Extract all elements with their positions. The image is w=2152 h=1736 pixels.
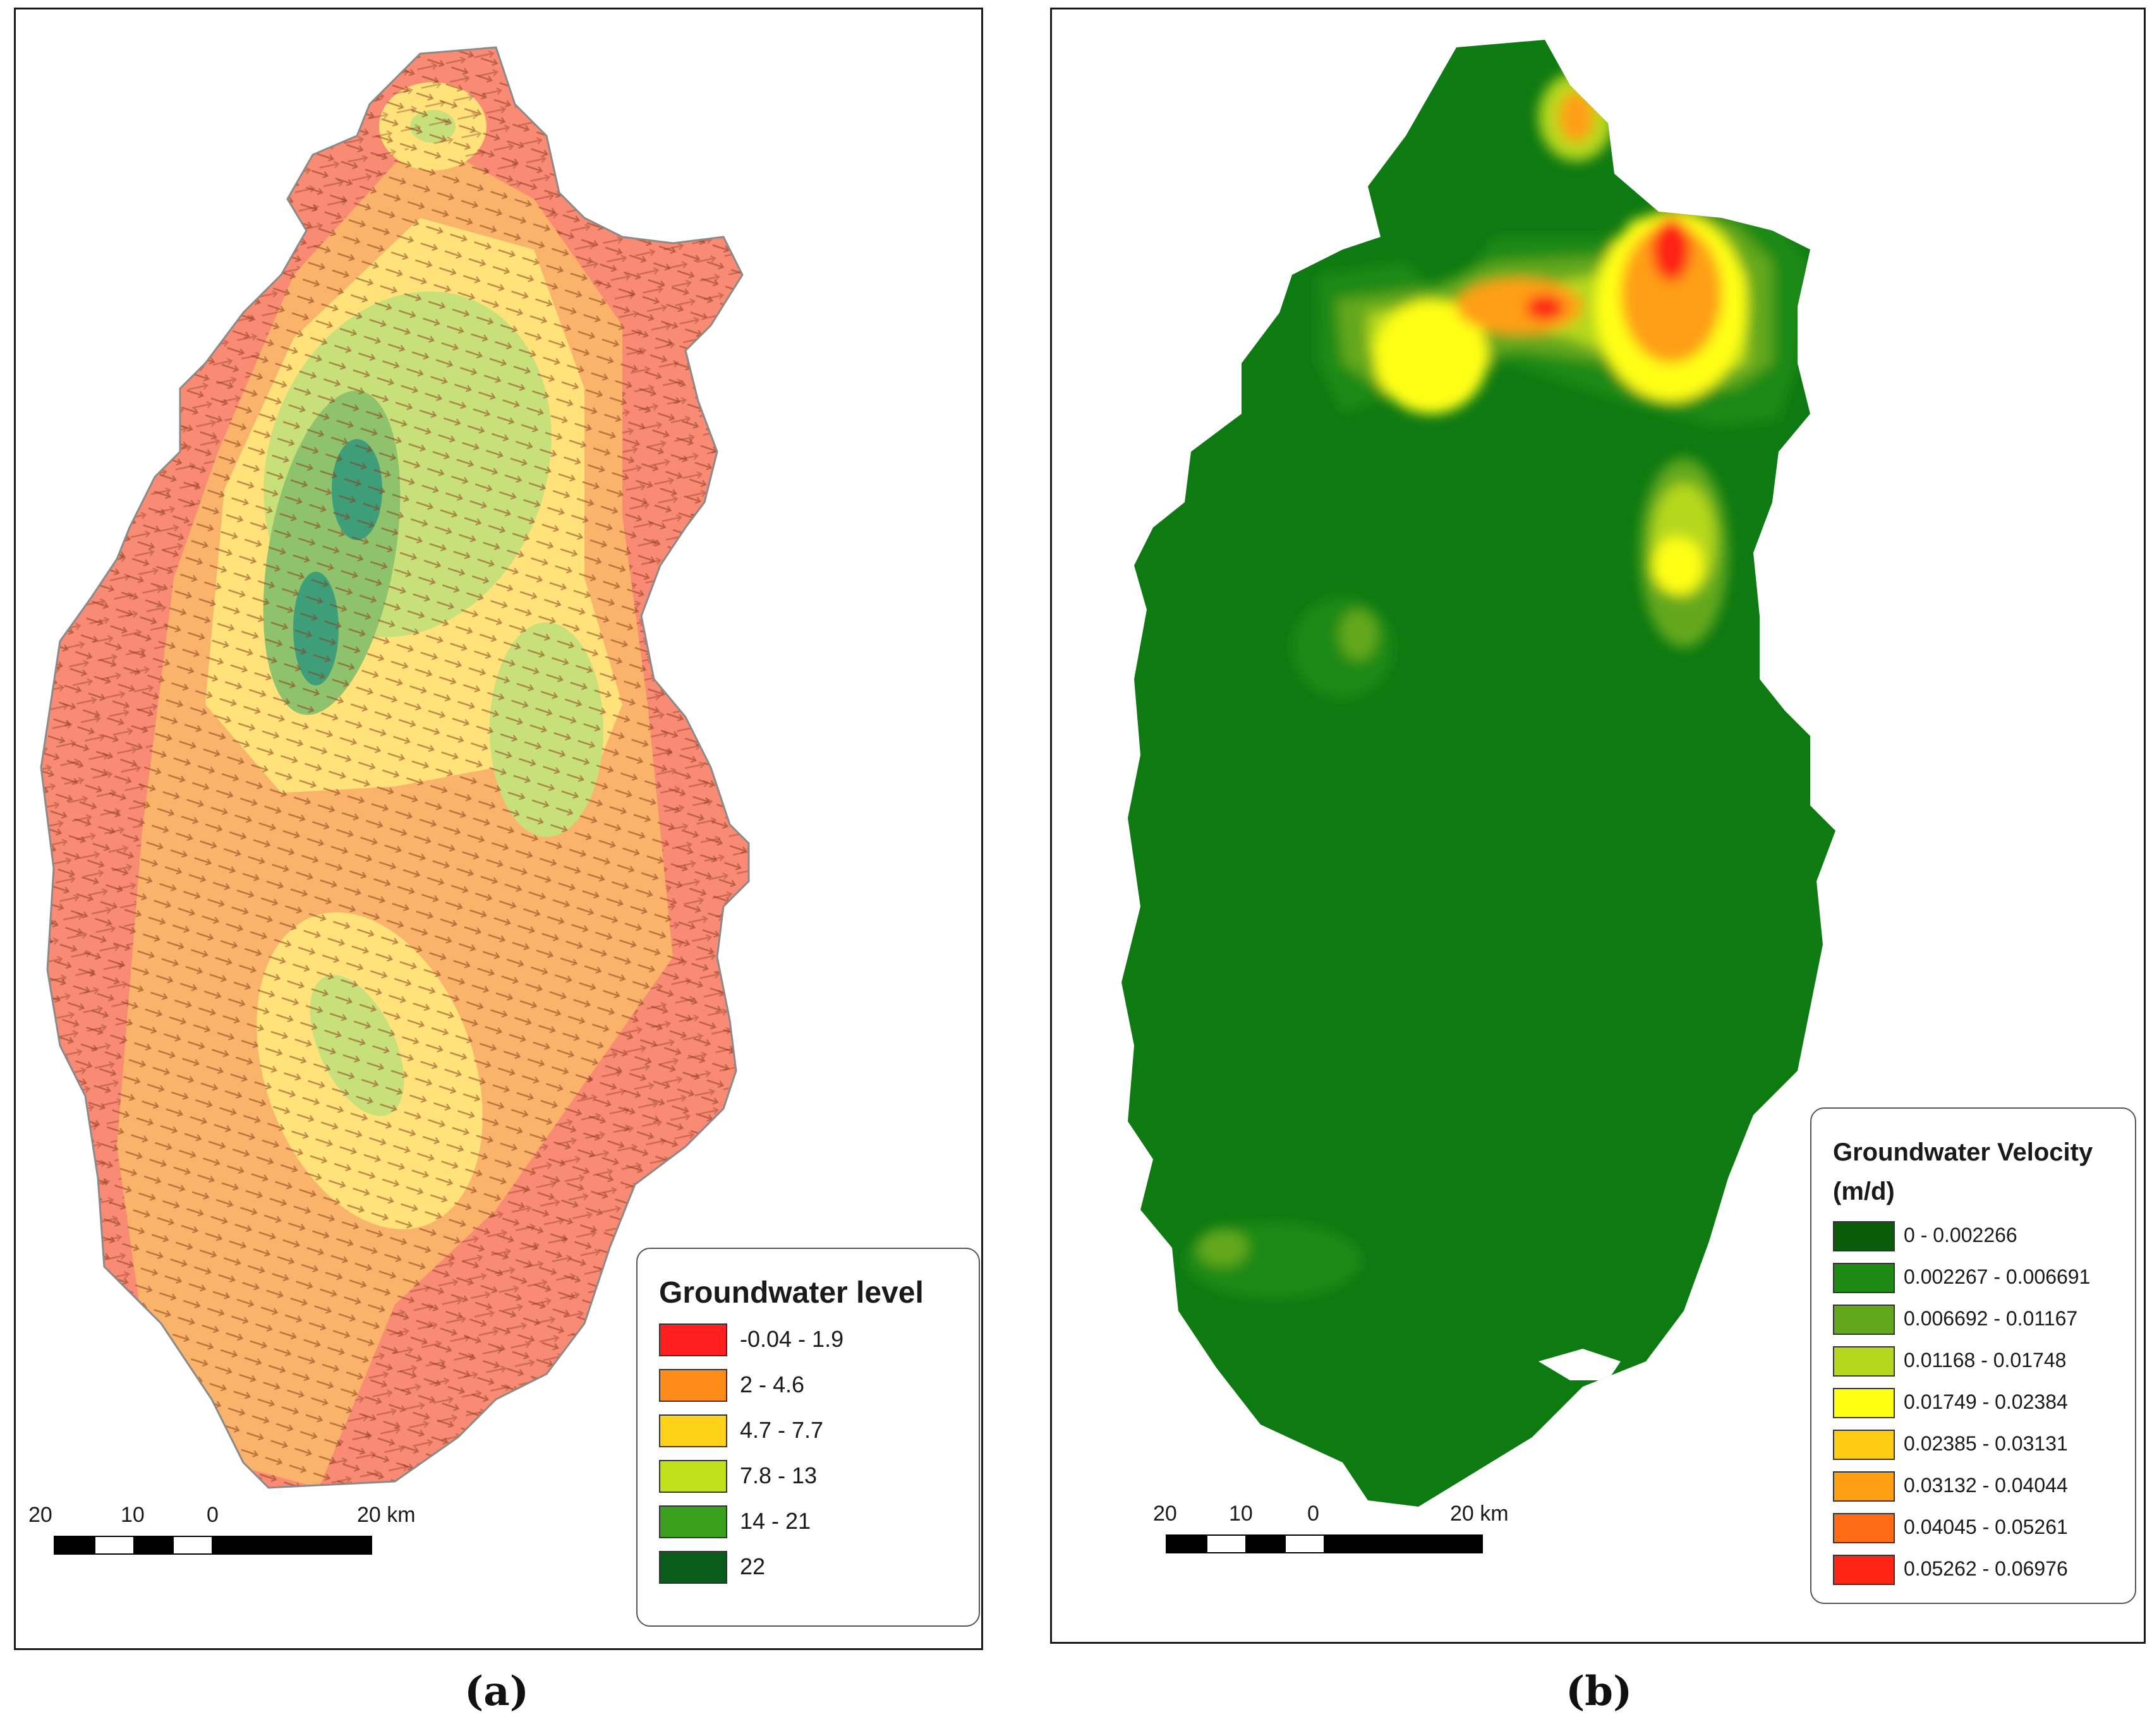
scale-label-20-left: 20 — [1153, 1502, 1177, 1526]
legend-label: 0 - 0.002266 — [1904, 1224, 2017, 1246]
legend-swatch — [659, 1369, 727, 1402]
scale-label-20-km: 20 km — [1450, 1502, 1509, 1526]
legend-swatch — [1833, 1263, 1895, 1293]
legend-label: 7.8 - 13 — [740, 1462, 818, 1488]
legend-swatch — [1833, 1346, 1895, 1377]
legend-label: 4.7 - 7.7 — [740, 1417, 824, 1443]
panel-a-groundwater-level-map: 20 10 0 20 km Groundwater level -0.04 - … — [14, 8, 983, 1650]
legend-swatch — [659, 1323, 727, 1356]
legend-swatch — [1833, 1221, 1895, 1251]
legend-swatch — [659, 1505, 727, 1538]
legend-swatch — [1833, 1471, 1895, 1502]
scale-track-b — [1166, 1534, 1483, 1553]
legend-label: 2 - 4.6 — [740, 1371, 805, 1397]
legend-title: Groundwater Velocity (m/d) — [1833, 1138, 2093, 1205]
legend-groundwater-velocity: Groundwater Velocity (m/d) 0 - 0.002266 … — [1810, 1107, 2136, 1604]
legend-label: 0.05262 - 0.06976 — [1904, 1557, 2068, 1580]
legend-title: Groundwater level — [659, 1276, 924, 1310]
legend-label: 0.01168 - 0.01748 — [1904, 1349, 2067, 1371]
groundwater-level-map — [40, 46, 750, 1489]
legend-label: -0.04 - 1.9 — [740, 1326, 844, 1352]
legend-label: 0.04045 - 0.05261 — [1904, 1516, 2068, 1538]
scale-track-a — [54, 1536, 372, 1555]
legend-swatch — [1833, 1388, 1895, 1418]
scale-bar-a: 20 10 0 20 km — [28, 1503, 416, 1560]
legend-label: 0.01749 - 0.02384 — [1904, 1390, 2068, 1413]
legend-label: 0.002267 - 0.006691 — [1904, 1265, 2091, 1288]
legend-label: 0.02385 - 0.03131 — [1904, 1432, 2068, 1455]
legend-swatch — [659, 1460, 727, 1493]
scale-label-0: 0 — [1307, 1502, 1319, 1526]
panel-b-groundwater-velocity-map: 20 10 0 20 km Groundwater Velocity (m/d)… — [1050, 8, 2146, 1644]
legend-swatch — [659, 1414, 727, 1447]
legend-swatch — [1833, 1513, 1895, 1543]
caption-a: (a) — [464, 1668, 529, 1715]
scale-label-0: 0 — [207, 1503, 219, 1527]
legend-label: 22 — [740, 1553, 766, 1579]
caption-b: (b) — [1566, 1668, 1633, 1715]
scale-label-10: 10 — [1229, 1502, 1253, 1526]
groundwater-velocity-map — [1121, 40, 1835, 1507]
legend-groundwater-level: Groundwater level -0.04 - 1.9 2 - 4.6 4.… — [636, 1248, 980, 1627]
legend-label: 0.03132 - 0.04044 — [1904, 1474, 2068, 1497]
legend-swatch — [1833, 1430, 1895, 1460]
scale-bar-b: 20 10 0 20 km — [1153, 1502, 1509, 1558]
scale-label-20-km: 20 km — [357, 1503, 416, 1527]
legend-swatch — [1833, 1305, 1895, 1335]
legend-swatch — [659, 1551, 727, 1584]
legend-swatch — [1833, 1555, 1895, 1585]
scale-label-10: 10 — [121, 1503, 145, 1527]
scale-label-20-left: 20 — [28, 1503, 52, 1527]
legend-label: 0.006692 - 0.01167 — [1904, 1307, 2078, 1330]
legend-label: 14 - 21 — [740, 1508, 811, 1534]
